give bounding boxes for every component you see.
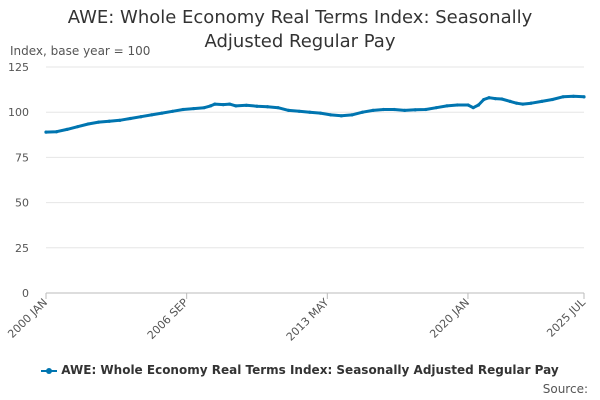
data-point [54, 130, 59, 134]
data-point [86, 122, 90, 126]
y-tick-label: 25 [15, 242, 29, 255]
data-point [170, 109, 175, 113]
x-tick-label: 2025 JUL [544, 295, 588, 339]
data-point [208, 104, 213, 108]
data-point [529, 101, 533, 105]
chart-title: AWE: Whole Economy Real Terms Index: Sea… [0, 6, 600, 54]
data-point [381, 107, 386, 112]
data-point [234, 104, 238, 108]
data-point [181, 107, 185, 112]
data-point [213, 102, 217, 106]
data-point [471, 106, 475, 110]
data-point [329, 113, 333, 117]
data-point [521, 102, 525, 106]
data-point [160, 111, 164, 115]
data-point [265, 105, 270, 109]
y-tick-labels: 0 25 50 75 100 125 [8, 61, 29, 300]
data-point [318, 111, 322, 115]
data-point [255, 104, 259, 108]
x-tick-labels: 2000 JAN 2006 SEP 2013 MAY 2020 JAN 2025 JUL [5, 295, 588, 343]
data-point [540, 99, 544, 103]
y-tick-label: 125 [8, 61, 29, 74]
y-tick-label: 50 [15, 197, 29, 210]
y-tick-label: 100 [8, 106, 29, 119]
data-point [413, 108, 417, 112]
x-tick-label: 2020 JAN [427, 296, 472, 341]
series-line [44, 94, 586, 134]
legend-marker-icon [41, 367, 58, 374]
legend-label: AWE: Whole Economy Real Terms Index: Sea… [61, 363, 559, 377]
data-point [202, 106, 206, 110]
legend[interactable]: AWE: Whole Economy Real Terms Index: Sea… [0, 363, 600, 377]
data-point [571, 94, 576, 98]
data-point [466, 103, 470, 107]
data-point [221, 103, 225, 107]
data-point [392, 107, 396, 112]
x-tick-label: 2006 SEP [145, 296, 191, 342]
data-point [128, 116, 132, 121]
data-point [493, 97, 497, 101]
y-axis-label: Index, base year = 100 [10, 44, 151, 58]
data-point [582, 95, 586, 99]
data-point [424, 107, 428, 112]
data-point [192, 106, 196, 111]
data-point [276, 106, 280, 110]
data-point [561, 95, 565, 99]
data-point [514, 101, 519, 105]
data-point [149, 113, 154, 117]
grid-lines [45, 66, 585, 299]
data-point [434, 106, 438, 110]
data-point [107, 119, 111, 123]
series-layer [44, 94, 586, 134]
data-point [65, 127, 69, 131]
y-tick-label: 0 [22, 287, 29, 300]
data-point [500, 97, 504, 101]
data-point [476, 103, 481, 107]
x-tick-label: 2013 MAY [284, 296, 332, 344]
data-point [550, 97, 554, 102]
data-point [287, 108, 291, 112]
data-point [487, 96, 491, 100]
data-point [371, 108, 375, 112]
data-point [308, 110, 312, 114]
y-tick-label: 75 [15, 151, 29, 164]
data-point [44, 130, 48, 134]
x-tick-label: 2000 JAN [5, 296, 50, 341]
data-point [76, 125, 80, 129]
data-point [508, 99, 512, 103]
chart-title-line-2: Adjusted Regular Pay [204, 31, 396, 52]
data-point [455, 103, 460, 107]
data-point [227, 102, 232, 106]
data-point [482, 97, 486, 102]
chart-title-line-1: AWE: Whole Economy Real Terms Index: Sea… [67, 7, 533, 28]
data-point [297, 109, 301, 113]
data-point [97, 120, 101, 124]
data-point [350, 113, 354, 117]
data-point [339, 114, 343, 118]
data-point [360, 110, 365, 114]
data-point [118, 118, 122, 122]
data-point [139, 115, 143, 119]
source-label: Source: [542, 382, 588, 396]
data-point [445, 104, 449, 108]
data-point [403, 108, 407, 112]
data-point [244, 103, 249, 107]
